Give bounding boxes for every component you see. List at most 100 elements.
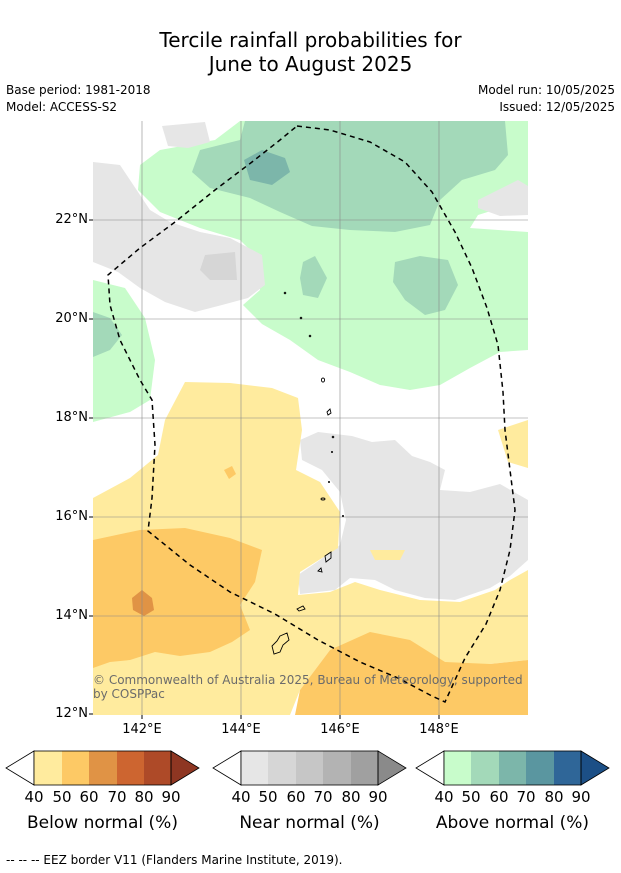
cb-near-title: Near normal (%) xyxy=(239,813,380,833)
above-normal-60-region xyxy=(244,150,290,185)
cb-below-tick-60: 60 xyxy=(79,788,99,806)
island-farallon xyxy=(283,291,287,295)
model-run: Model run: 10/05/2025 xyxy=(477,83,615,97)
cb-below-max-arrow xyxy=(170,750,200,786)
colorbar-above-normal xyxy=(415,750,610,786)
island-saipan xyxy=(324,551,332,563)
cb-below-tick-80: 80 xyxy=(134,788,154,806)
island-farallon-medinilla xyxy=(341,514,345,518)
cb-above-tick-40: 40 xyxy=(434,788,454,806)
cb-below-tick-50: 50 xyxy=(52,788,72,806)
island-guam xyxy=(271,632,290,655)
cb-near-swatch-2 xyxy=(268,751,296,785)
island-pagan xyxy=(326,408,332,416)
lat-label-14n: 14°N xyxy=(55,608,88,623)
near-normal-50-patch xyxy=(200,252,237,280)
chart-title: Tercile rainfall probabilities for June … xyxy=(0,28,621,76)
eez-footnote: -- -- -- EEZ border V11 (Flanders Marine… xyxy=(6,853,343,867)
cb-below-swatch-3 xyxy=(89,751,117,785)
island-sarigan xyxy=(327,480,331,484)
above-normal-50-region xyxy=(192,121,508,232)
colorbar-below-normal xyxy=(5,750,200,786)
cb-below-swatch-4 xyxy=(117,751,144,785)
island-rota xyxy=(296,605,306,612)
below-normal-50-south xyxy=(295,632,528,715)
above-normal-50-west xyxy=(93,312,122,357)
cb-near-tick-90: 90 xyxy=(368,788,388,806)
model-name: Model: ACCESS-S2 xyxy=(6,100,118,114)
cb-near-tick-60: 60 xyxy=(286,788,306,806)
below-normal-50-dot xyxy=(224,466,236,479)
island-asuncion xyxy=(308,334,312,338)
cb-near-min-arrow xyxy=(212,750,242,786)
below-normal-40-small xyxy=(370,550,405,560)
lon-label-142e: 142°E xyxy=(122,722,162,737)
cb-near-tick-40: 40 xyxy=(231,788,251,806)
copyright-notice: © Commonwealth of Australia 2025, Bureau… xyxy=(93,673,523,701)
cb-near-swatch-1 xyxy=(241,751,268,785)
near-normal-40-northeast xyxy=(478,180,528,216)
meta-right: Model run: 10/05/2025 Issued: 12/05/2025 xyxy=(478,82,615,116)
cb-below-title: Below normal (%) xyxy=(27,813,178,833)
near-normal-40-east xyxy=(298,432,528,600)
cb-near-tick-50: 50 xyxy=(258,788,278,806)
island-agrihan xyxy=(320,377,326,383)
eez-border xyxy=(107,125,516,703)
cb-near-swatch-4 xyxy=(323,751,351,785)
cb-above-tick-60: 60 xyxy=(489,788,509,806)
island-anatahan xyxy=(320,497,326,501)
cb-near-tick-70: 70 xyxy=(313,788,333,806)
issued-date: Issued: 12/05/2025 xyxy=(499,100,615,114)
lat-label-20n: 20°N xyxy=(55,311,88,326)
above-normal-40-west xyxy=(93,280,155,422)
near-normal-40-north xyxy=(162,122,210,148)
cb-below-frame xyxy=(33,750,172,786)
gridlines xyxy=(93,121,528,715)
island-maug xyxy=(299,316,303,320)
cb-above-tick-70: 70 xyxy=(516,788,536,806)
cb-above-swatch-2 xyxy=(471,751,499,785)
below-normal-50-west xyxy=(93,528,262,668)
cb-above-swatch-5 xyxy=(554,751,581,785)
cb-near-tick-80: 80 xyxy=(341,788,361,806)
cb-below-swatch-5 xyxy=(144,751,171,785)
lon-label-146e: 146°E xyxy=(320,722,360,737)
copyright-line-1: © Commonwealth of Australia 2025, Bureau… xyxy=(93,673,523,687)
above-normal-50-patch-east xyxy=(393,256,458,315)
cb-above-swatch-4 xyxy=(526,751,554,785)
cb-near-max-arrow xyxy=(377,750,407,786)
title-line-1: Tercile rainfall probabilities for xyxy=(159,28,462,52)
lat-label-18n: 18°N xyxy=(55,410,88,425)
title-line-2: June to August 2025 xyxy=(208,52,413,76)
island-guguan xyxy=(330,450,334,454)
cb-below-swatch-1 xyxy=(34,751,62,785)
cb-above-tick-80: 80 xyxy=(544,788,564,806)
island-alamagan xyxy=(331,435,335,439)
lat-label-12n: 12°N xyxy=(55,706,88,721)
cb-above-tick-90: 90 xyxy=(571,788,591,806)
cb-near-frame xyxy=(240,750,379,786)
below-normal-60-patch xyxy=(132,590,154,616)
cb-below-tick-90: 90 xyxy=(161,788,181,806)
colorbar-near-normal xyxy=(212,750,407,786)
copyright-line-2: by COSPPac xyxy=(93,687,165,701)
axis-ticks xyxy=(89,219,440,719)
cb-below-min-arrow xyxy=(5,750,35,786)
above-normal-50-patch-center xyxy=(300,256,327,298)
cb-below-swatch-2 xyxy=(62,751,89,785)
lat-label-16n: 16°N xyxy=(55,509,88,524)
cb-above-min-arrow xyxy=(415,750,445,786)
cb-above-swatch-3 xyxy=(499,751,526,785)
cb-above-swatch-1 xyxy=(444,751,471,785)
island-tinian xyxy=(317,567,323,573)
cb-above-title: Above normal (%) xyxy=(435,813,590,833)
cb-above-frame xyxy=(443,750,582,786)
lon-label-144e: 144°E xyxy=(221,722,261,737)
cb-near-swatch-5 xyxy=(351,751,378,785)
islands xyxy=(271,291,345,655)
lon-label-148e: 148°E xyxy=(419,722,459,737)
cb-above-tick-50: 50 xyxy=(461,788,481,806)
lat-label-22n: 22°N xyxy=(55,212,88,227)
below-normal-40-east-edge xyxy=(498,420,528,468)
